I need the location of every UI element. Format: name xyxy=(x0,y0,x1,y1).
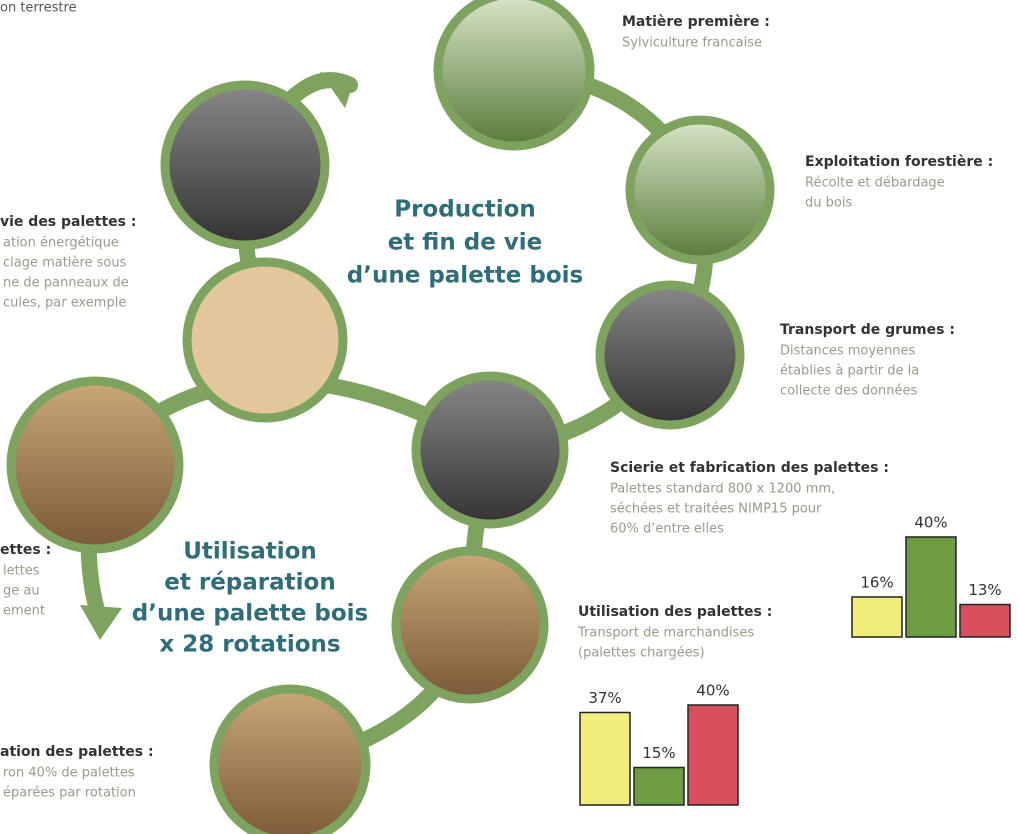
step-text: ge au xyxy=(3,584,40,599)
step-text: séchées et traitées NIMP15 pour xyxy=(610,502,822,517)
cycle-title: Utilisation xyxy=(183,539,317,565)
bar-label: 16% xyxy=(860,574,893,592)
step-text: cules, par exemple xyxy=(3,296,126,311)
bar xyxy=(688,705,738,805)
bar-label: 40% xyxy=(696,682,729,700)
step-text: (palettes chargées) xyxy=(578,646,705,661)
step-title: vie des palettes : xyxy=(0,214,136,230)
bar-label: 13% xyxy=(968,581,1001,599)
step-text: lettes xyxy=(3,564,40,579)
step-text: éparées par rotation xyxy=(3,786,136,801)
step-text: établies à partir de la xyxy=(780,364,919,379)
arrow-head xyxy=(80,605,122,640)
cycle-title: d’une palette bois xyxy=(347,263,583,289)
step-title: Transport de grumes : xyxy=(780,322,955,338)
step-text: Récolte et débardage xyxy=(805,176,945,191)
bar-label: 40% xyxy=(914,514,947,532)
header-fragment: on terrestre xyxy=(0,1,77,16)
step-text: ation énergétique xyxy=(3,236,119,251)
cycle-title: Production xyxy=(394,197,536,223)
step-text: Transport de marchandises xyxy=(577,626,754,641)
step-text: Sylviculture francaise xyxy=(622,36,762,51)
step-title: Scierie et fabrication des palettes : xyxy=(610,460,889,476)
step-title: Matière première : xyxy=(622,14,770,30)
step-text: Distances moyennes xyxy=(780,344,916,359)
arrow-head xyxy=(320,72,355,108)
bar xyxy=(906,537,956,637)
step-title: Utilisation des palettes : xyxy=(578,604,772,620)
bar xyxy=(580,713,630,806)
step-text: ne de panneaux de xyxy=(3,276,129,291)
step-text: ement xyxy=(3,604,45,619)
step-text: Palettes standard 800 x 1200 mm, xyxy=(610,482,835,497)
infographic: on terrestre Production et fin de vie d’un… xyxy=(0,0,1017,834)
bar xyxy=(852,597,902,637)
cycle-title: d’une palette bois xyxy=(132,601,368,627)
step-title: Exploitation forestière : xyxy=(805,154,993,170)
step-text: ron 40% de palettes xyxy=(3,766,135,781)
cycle-title: et fin de vie xyxy=(388,230,543,256)
cycle-title: et réparation xyxy=(164,570,335,596)
step-title: ation des palettes : xyxy=(0,744,154,760)
step-text: clage matière sous xyxy=(3,256,127,271)
bar xyxy=(960,605,1010,638)
step-title: ettes : xyxy=(0,542,51,558)
step-text: collecte des données xyxy=(780,384,918,399)
step-text: 60% d’entre elles xyxy=(610,522,724,537)
bar-label: 15% xyxy=(642,744,675,762)
bar-label: 37% xyxy=(588,689,621,707)
bar xyxy=(634,768,684,806)
cycle-title: x 28 rotations xyxy=(159,632,340,658)
step-text: du bois xyxy=(805,196,852,211)
